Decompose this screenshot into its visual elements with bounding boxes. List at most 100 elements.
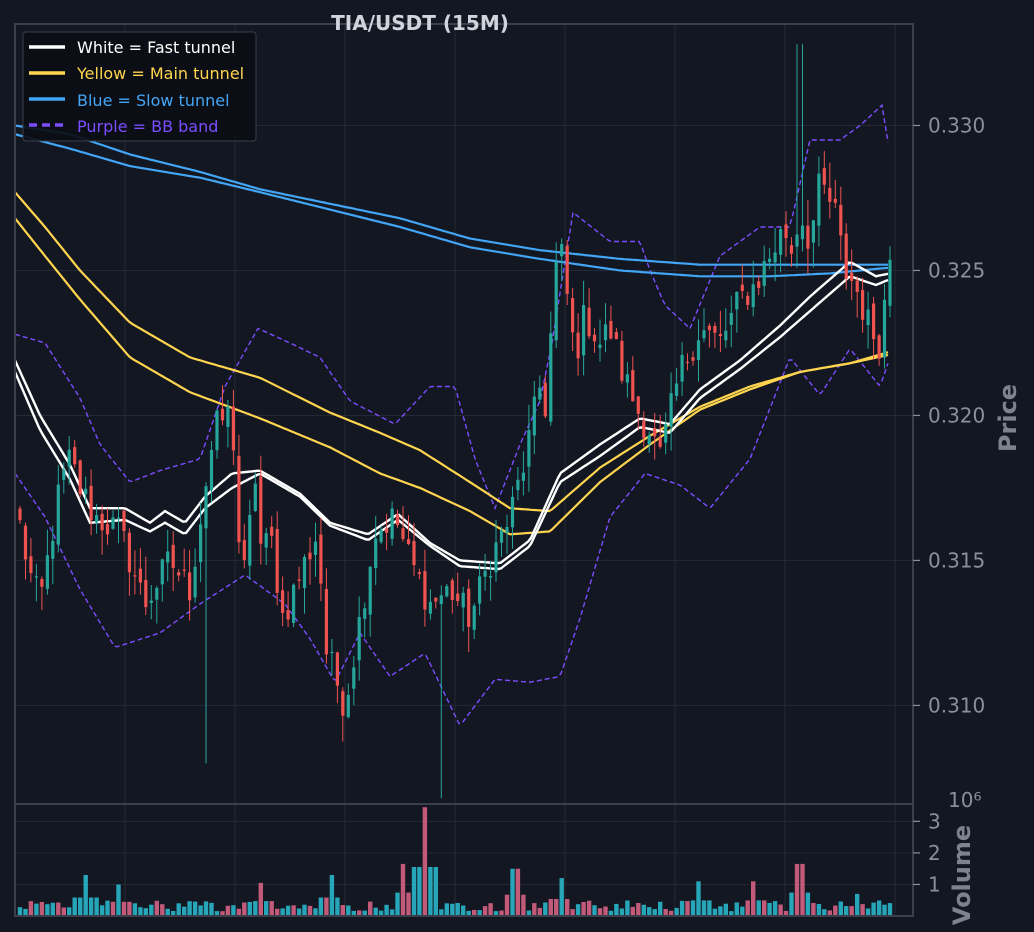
- volume-bar: [67, 907, 72, 916]
- candle-body: [231, 406, 235, 451]
- candle-body: [510, 496, 515, 528]
- volume-bar: [368, 901, 373, 916]
- volume-bar: [165, 908, 170, 916]
- volume-bar: [203, 901, 209, 916]
- volume-bar: [477, 910, 482, 916]
- volume-bar: [521, 894, 526, 916]
- candle-body: [308, 552, 312, 560]
- volume-bar: [581, 902, 586, 916]
- volume-bar: [849, 906, 854, 916]
- candle-body: [817, 173, 821, 226]
- volume-bar: [882, 904, 887, 916]
- candle-body: [549, 333, 553, 422]
- candle-body: [707, 325, 711, 331]
- volume-bar: [625, 900, 630, 916]
- volume-bar: [860, 904, 865, 916]
- candle-body: [866, 309, 870, 326]
- candle-body: [625, 374, 629, 383]
- volume-panel-frame: [14, 803, 914, 917]
- candle-body: [73, 447, 77, 465]
- volume-bar: [94, 897, 99, 916]
- volume-bar: [72, 897, 77, 916]
- candle-body: [341, 691, 345, 716]
- candle-body: [516, 479, 520, 491]
- price-ticks: 0.310 0.315 0.320 0.325 0.330: [913, 113, 985, 717]
- volume-bar: [674, 907, 679, 916]
- volume-bar: [307, 905, 313, 916]
- volume-bar: [734, 902, 739, 916]
- volume-bar: [198, 905, 203, 916]
- volume-bar: [236, 908, 242, 916]
- volume-bar: [313, 908, 318, 916]
- candles: [18, 44, 892, 799]
- volume-bar: [690, 900, 696, 916]
- volume-bar: [762, 900, 767, 916]
- candle-body: [220, 408, 225, 421]
- candle-body: [614, 332, 618, 340]
- candle-body: [346, 694, 350, 718]
- volume-bar: [78, 897, 83, 916]
- volume-bar: [668, 910, 674, 916]
- candle-body: [18, 508, 22, 521]
- candle-body: [45, 555, 49, 589]
- candle-body: [505, 527, 509, 533]
- volume-bar: [515, 868, 521, 916]
- volume-bar: [592, 905, 597, 916]
- volume-bar: [723, 903, 728, 916]
- candle-body: [401, 528, 405, 539]
- candle-body: [199, 524, 203, 563]
- candle-body: [844, 233, 848, 279]
- price-tick-label: 0.320: [928, 403, 985, 427]
- volume-bar: [116, 884, 121, 916]
- candle-body: [822, 168, 826, 185]
- candle-body: [226, 406, 230, 427]
- volume-bar: [608, 910, 614, 916]
- candle-body: [789, 245, 794, 254]
- candle-body: [609, 320, 613, 339]
- candle-body: [138, 568, 142, 583]
- candle-body: [554, 261, 558, 341]
- volume-bar: [450, 903, 455, 916]
- candle-body: [374, 538, 378, 568]
- candle-body: [23, 525, 28, 560]
- candle-body: [861, 290, 865, 320]
- candle-body: [297, 579, 301, 581]
- candle-body: [696, 340, 701, 360]
- candle-body: [620, 340, 624, 381]
- candle-body: [357, 617, 361, 661]
- fast-a-tunnel-line: [13, 275, 889, 571]
- legend-label-bb: Purple = BB band: [77, 117, 218, 136]
- volume-bar: [466, 910, 471, 916]
- volume-bar: [280, 908, 285, 916]
- candle-body: [182, 569, 186, 571]
- candle-body: [828, 187, 832, 202]
- volume-bar: [794, 863, 800, 916]
- main-a-tunnel-line: [14, 217, 889, 536]
- candle-body: [379, 529, 383, 543]
- fast-b-tunnel-line: [13, 261, 889, 565]
- volume-bar: [493, 911, 499, 916]
- volume-bar: [603, 906, 608, 916]
- volume-bar: [472, 909, 477, 916]
- bb-lower-line: [14, 349, 889, 725]
- candle-body: [330, 651, 334, 654]
- volume-bar: [176, 903, 181, 916]
- volume-bar: [132, 903, 138, 916]
- candle-body: [34, 576, 38, 578]
- volume-bar: [783, 911, 789, 916]
- volume-bar: [751, 881, 756, 916]
- volume-tick-label: 3: [928, 809, 941, 833]
- candle-body: [565, 245, 569, 294]
- candle-body: [144, 580, 148, 608]
- volume-ticks: 1 2 3: [913, 809, 941, 896]
- candle-body: [592, 334, 597, 342]
- volume-bar: [17, 907, 23, 916]
- volume-bar: [701, 900, 707, 916]
- candle-body: [751, 284, 755, 308]
- volume-bar: [619, 908, 625, 916]
- candle-body: [111, 517, 115, 529]
- candle-body: [242, 540, 246, 560]
- volume-bar: [499, 910, 504, 916]
- volume-bar: [346, 905, 351, 916]
- volume-bar: [253, 901, 258, 916]
